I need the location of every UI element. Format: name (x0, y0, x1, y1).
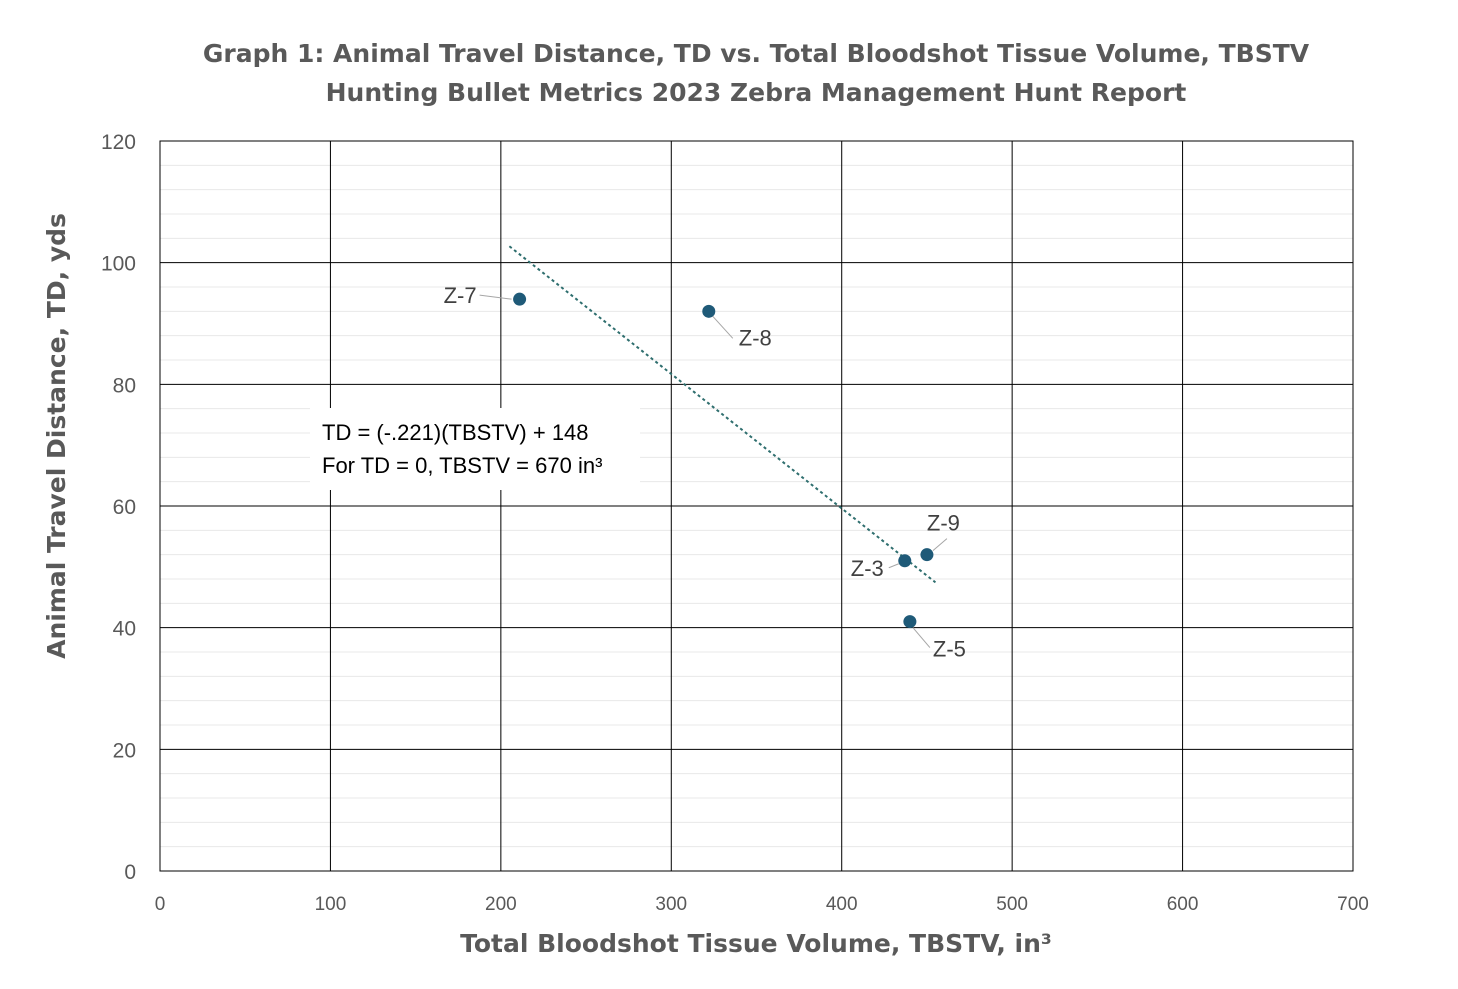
y-axis-tick-labels: 0 20 40 60 80 100 120 (101, 131, 136, 884)
chart-title: Graph 1: Animal Travel Distance, TD vs. … (203, 39, 1310, 68)
linear-trendline (508, 245, 937, 584)
x-axis-tick-labels: 0 100 200 300 400 500 600 700 (155, 894, 1369, 915)
leader-line (479, 294, 512, 300)
y-axis-title: Animal Travel Distance, TD, yds (42, 213, 71, 659)
y-tick-label: 40 (113, 618, 136, 641)
y-tick-label: 0 (124, 861, 136, 884)
data-point-marker (920, 548, 934, 562)
data-point-marker (702, 304, 716, 318)
y-tick-label: 120 (101, 131, 136, 154)
leader-line (888, 563, 899, 569)
data-point-label: Z-8 (739, 325, 772, 350)
trendline-equation-annotation: TD = (-.221)(TBSTV) + 148 For TD = 0, TB… (310, 408, 640, 490)
y-tick-label: 60 (113, 496, 136, 519)
plot-area-frame (159, 140, 1354, 872)
x-tick-label: 300 (655, 894, 687, 915)
label-leader-lines (479, 294, 948, 648)
x-tick-label: 200 (485, 894, 517, 915)
x-tick-label: 500 (996, 894, 1028, 915)
data-point-label: Z-3 (851, 556, 884, 581)
y-tick-label: 80 (113, 374, 136, 397)
minor-gridlines (160, 164, 1353, 848)
x-tick-label: 700 (1337, 894, 1369, 915)
data-point-label: Z-7 (444, 283, 477, 308)
x-axis-title: Total Bloodshot Tissue Volume, TBSTV, in… (460, 929, 1052, 958)
trendline-equation: TD = (-.221)(TBSTV) + 148 (322, 420, 589, 445)
data-point-marker (898, 554, 912, 568)
chart-subtitle: Hunting Bullet Metrics 2023 Zebra Manage… (326, 78, 1187, 107)
data-point-marker (903, 615, 917, 629)
x-tick-label: 0 (155, 894, 166, 915)
x-tick-label: 100 (315, 894, 347, 915)
zero-intercept-note: For TD = 0, TBSTV = 670 in³ (322, 453, 602, 478)
data-points (513, 292, 934, 629)
y-tick-label: 100 (101, 253, 136, 276)
major-gridlines (159, 140, 1354, 872)
data-point-label: Z-9 (927, 511, 960, 536)
annotation-background (310, 408, 640, 490)
data-point-marker (513, 292, 527, 306)
x-tick-label: 400 (826, 894, 858, 915)
leader-line (932, 538, 948, 552)
y-tick-label: 20 (113, 739, 136, 762)
data-point-labels: Z-7 Z-8 Z-3 Z-9 Z-5 (444, 283, 966, 661)
leader-line (912, 627, 931, 648)
x-tick-label: 600 (1167, 894, 1199, 915)
leader-line (712, 315, 734, 339)
data-point-label: Z-5 (933, 637, 966, 662)
